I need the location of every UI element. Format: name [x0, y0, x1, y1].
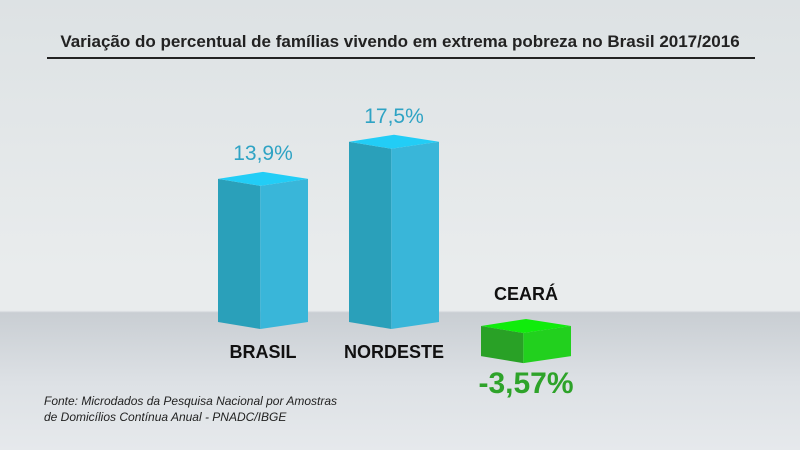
- category-label: BRASIL: [230, 342, 297, 362]
- bar-top-face: [218, 171, 308, 186]
- bar-left-face: [349, 141, 392, 329]
- category-label: CEARÁ: [494, 283, 558, 304]
- category-label: NORDESTE: [344, 342, 444, 362]
- bar-left-face: [481, 326, 524, 364]
- bar-right-face: [523, 326, 571, 364]
- source-line: de Domicílios Contínua Anual - PNADC/IBG…: [44, 410, 287, 424]
- source-note: Fonte: Microdados da Pesquisa Nacional p…: [44, 393, 337, 425]
- bar-left-face: [218, 178, 261, 329]
- data-label: 13,9%: [233, 142, 293, 165]
- data-label: -3,57%: [478, 367, 573, 400]
- bar-right-face: [391, 141, 439, 329]
- bar-top-face: [481, 319, 571, 333]
- chart-title: Variação do percentual de famílias viven…: [60, 32, 740, 51]
- bar-right-face: [260, 178, 308, 329]
- title-divider: [47, 57, 755, 59]
- source-line: Fonte: Microdados da Pesquisa Nacional p…: [44, 394, 338, 408]
- data-label: 17,5%: [364, 105, 424, 128]
- bar-top-face: [349, 134, 439, 149]
